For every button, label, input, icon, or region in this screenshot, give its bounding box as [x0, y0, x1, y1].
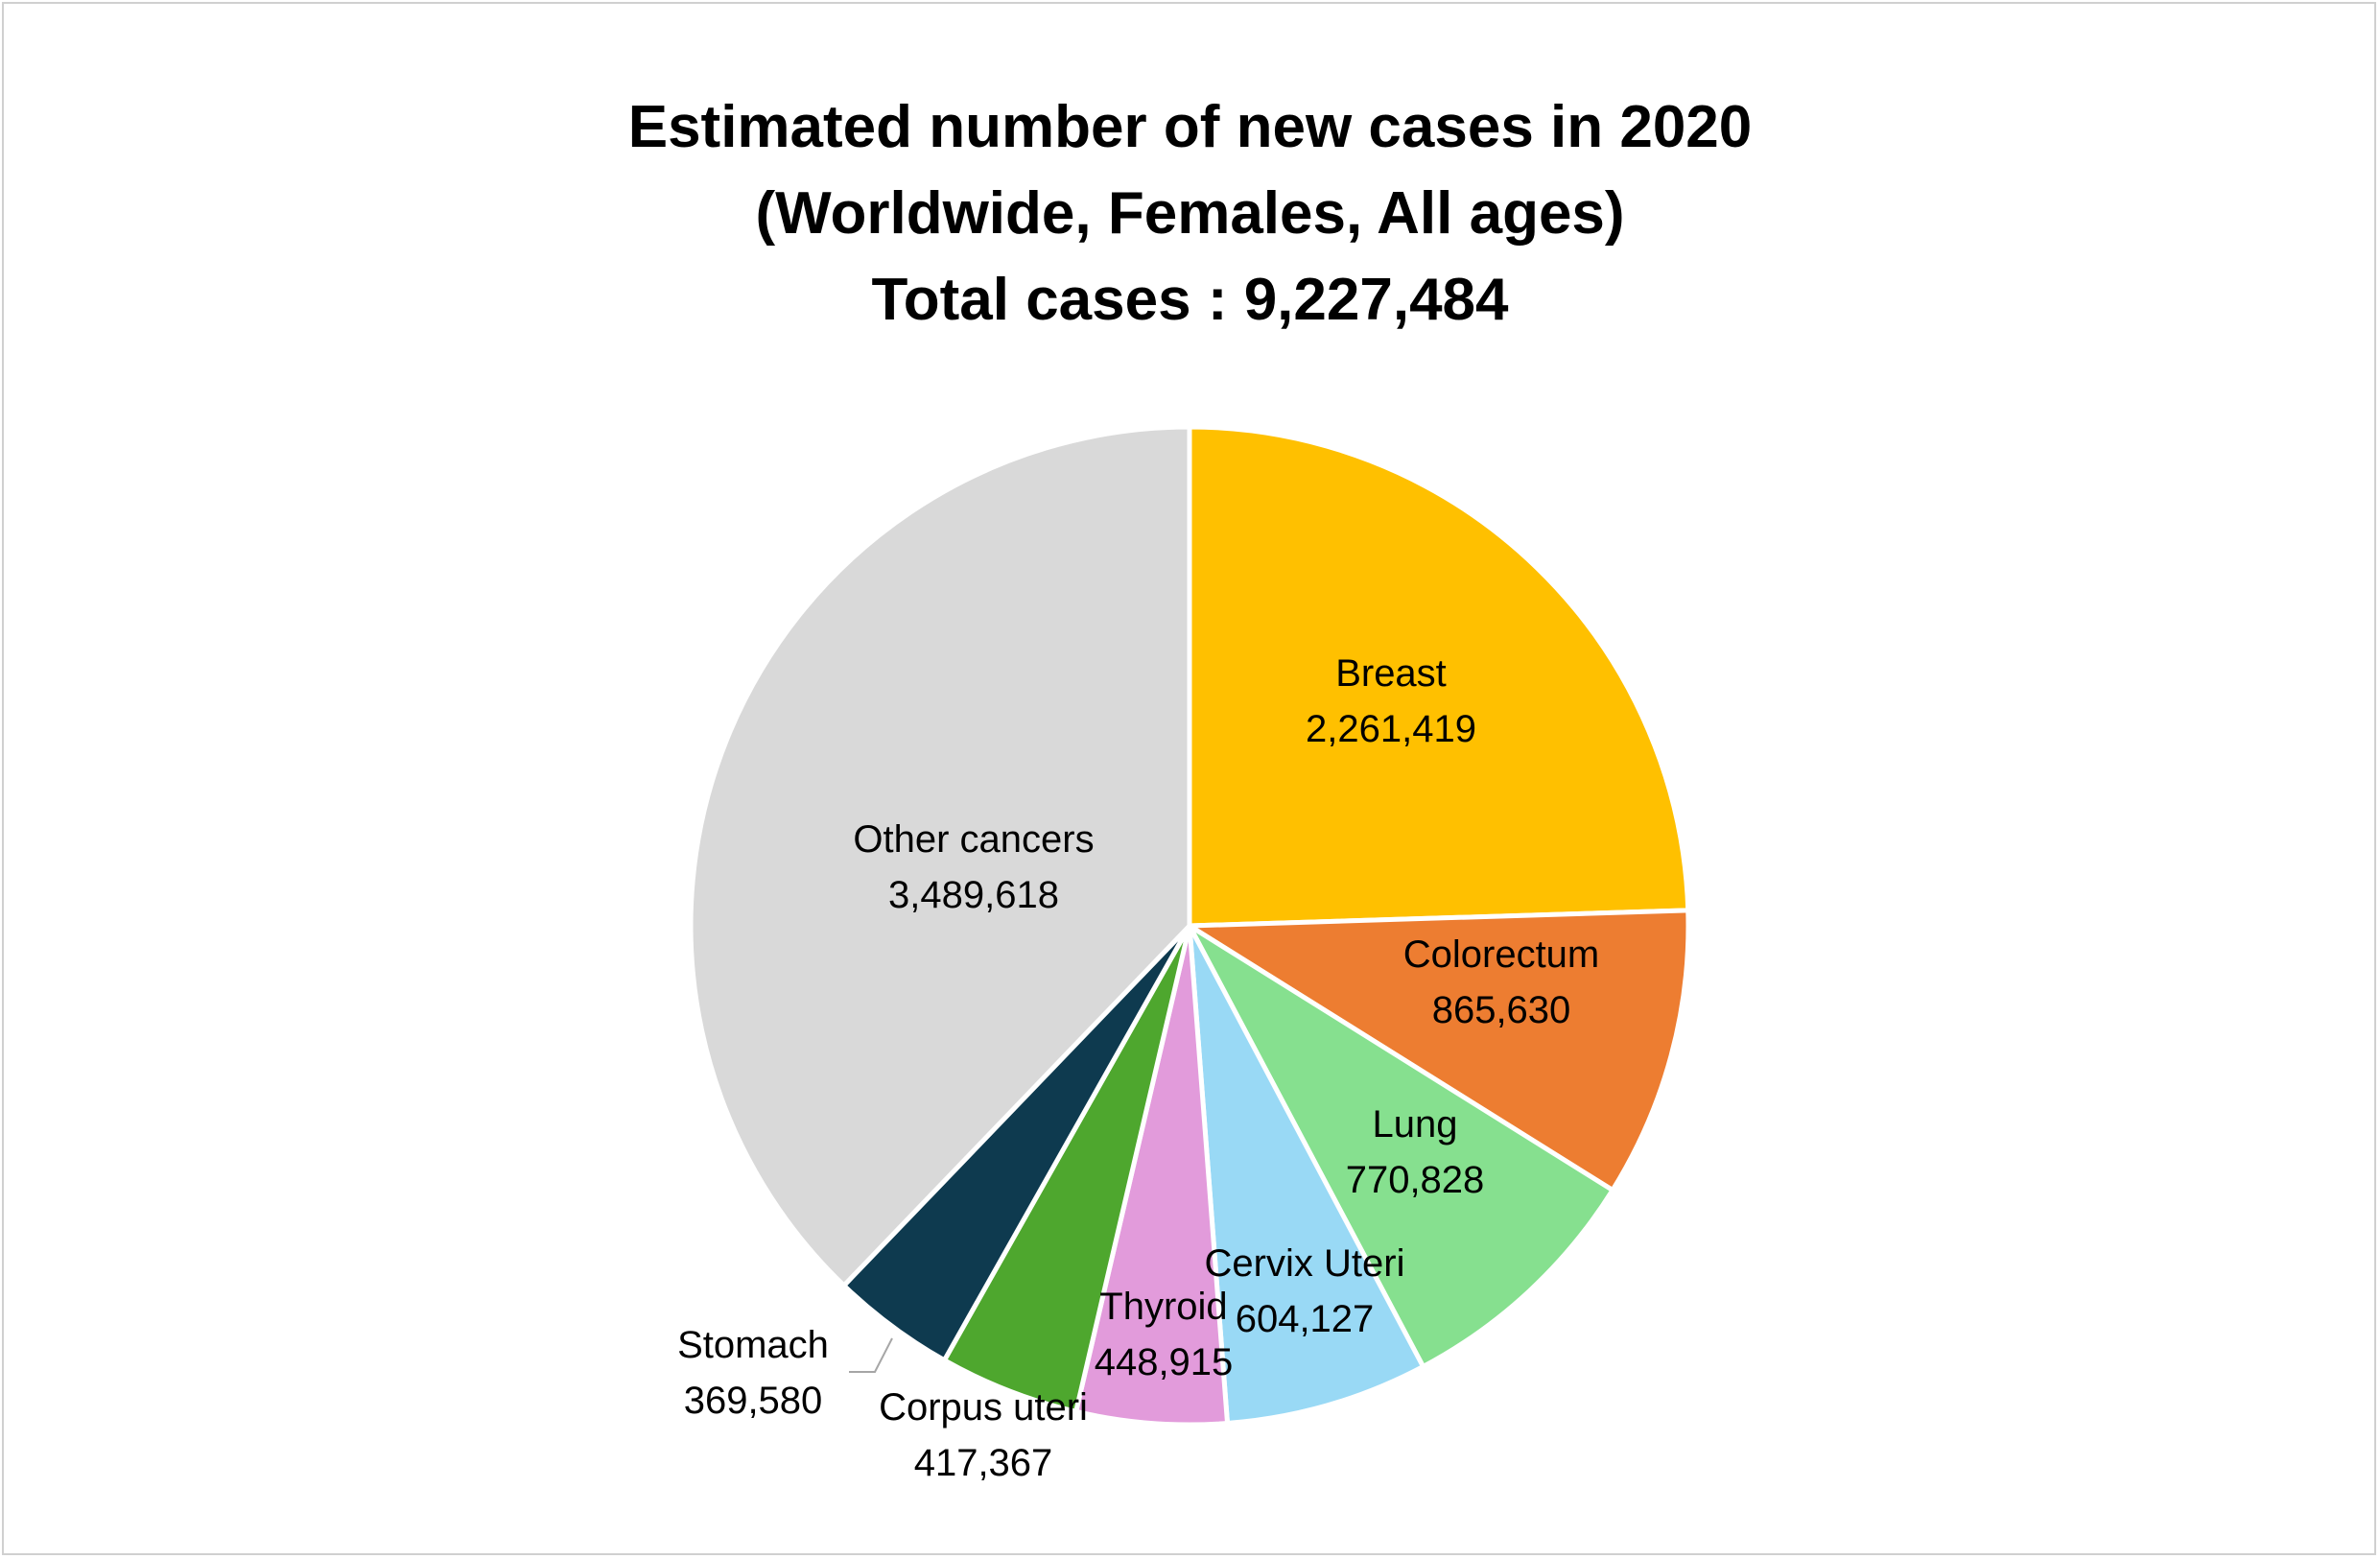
pie-leader-lines — [849, 1337, 893, 1373]
slice-label-value-colorectum: 865,630 — [1432, 989, 1571, 1031]
slice-label-value-lung: 770,828 — [1346, 1159, 1485, 1201]
chart-title-line-3: Total cases : 9,227,484 — [871, 267, 1509, 333]
chart-title-line-1: Estimated number of new cases in 2020 — [627, 94, 1753, 160]
pie-slices — [688, 424, 1691, 1428]
slice-label-name-cervix-uteri: Cervix Uteri — [1205, 1242, 1405, 1285]
slice-label-value-thyroid: 448,915 — [1095, 1341, 1234, 1383]
pie-slice-colorectum — [1187, 908, 1691, 1193]
slice-label-name-stomach: Stomach — [677, 1324, 829, 1366]
slice-label-name-colorectum: Colorectum — [1403, 933, 1600, 976]
slice-label-value-breast: 2,261,419 — [1306, 708, 1476, 750]
pie-slice-thyroid — [1073, 923, 1231, 1428]
pie-slice-lung — [1187, 923, 1615, 1369]
pie-labels: Breast 2,261,419 Colorectum 865,630 Lung 770,… — [677, 652, 1599, 1484]
chart-title-line-2: (Worldwide, Females, All ages) — [755, 180, 1625, 247]
pie-slice-other-cancers — [688, 424, 1192, 1288]
slice-label-name-other-cancers: Other cancers — [853, 818, 1094, 861]
pie-slice-breast — [1187, 424, 1691, 929]
slice-label-name-lung: Lung — [1373, 1103, 1458, 1146]
pie-slice-cervix-uteri — [1187, 923, 1426, 1426]
chart-title: Estimated number of new cases in 2020 (W… — [0, 84, 2380, 343]
slice-label-value-cervix-uteri: 604,127 — [1236, 1298, 1375, 1340]
slice-label-name-thyroid: Thyroid — [1099, 1286, 1227, 1328]
slice-label-value-stomach: 369,580 — [684, 1380, 823, 1422]
slice-label-value-corpus-uteri: 417,367 — [914, 1442, 1053, 1484]
slice-label-name-breast: Breast — [1335, 652, 1447, 695]
slice-label-name-corpus-uteri: Corpus uteri — [879, 1386, 1088, 1429]
stomach-leader-line — [849, 1337, 893, 1373]
slice-label-value-other-cancers: 3,489,618 — [888, 874, 1059, 916]
